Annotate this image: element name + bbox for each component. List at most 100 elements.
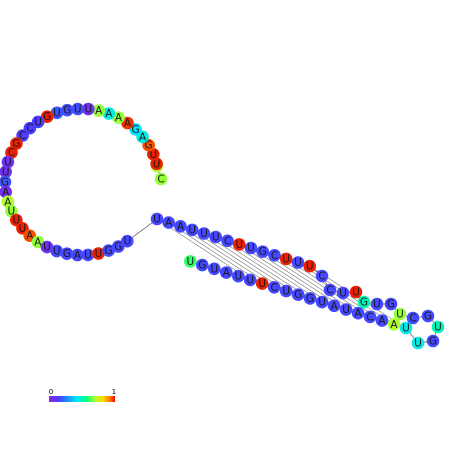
- nucleotide-letter: U: [53, 107, 61, 119]
- nucleotide: G: [421, 309, 435, 323]
- nucleotide-letter: U: [4, 157, 12, 169]
- nucleotide-circle: [60, 103, 74, 117]
- nucleotide-circle: [232, 269, 245, 283]
- nucleotide-letter: A: [115, 112, 123, 124]
- nucleotide: G: [60, 247, 74, 260]
- nucleotide: U: [315, 295, 329, 309]
- nucleotide-letter: U: [149, 149, 157, 161]
- nucleotide-letter: U: [84, 104, 92, 116]
- nucleotide: U: [336, 286, 350, 300]
- nucleotide-letter: U: [74, 104, 82, 116]
- nucleotide: A: [387, 318, 401, 331]
- nucleotide-circle: [406, 311, 420, 325]
- nucleotide: C: [363, 310, 377, 324]
- nucleotide-circle: [232, 238, 246, 251]
- nucleotide-letter: U: [282, 286, 290, 298]
- nucleotide: U: [232, 238, 246, 251]
- nucleotide-letter: A: [74, 250, 82, 262]
- nucleotide-circle: [50, 106, 64, 120]
- nucleotide: U: [92, 247, 105, 260]
- nucleotide-letter: U: [342, 304, 350, 316]
- nucleotide-circle: [92, 104, 105, 117]
- legend-min-label: 0: [49, 388, 53, 396]
- nucleotide-circle: [221, 234, 234, 248]
- nucleotide-letter: G: [63, 105, 71, 117]
- nucleotide-circle: [174, 220, 187, 233]
- nucleotide: U: [232, 269, 245, 283]
- nucleotide: U: [349, 285, 363, 299]
- nucleotide-letter: U: [396, 309, 404, 321]
- nucleotide-letter: U: [34, 116, 42, 128]
- nucleotide: A: [102, 107, 116, 120]
- nucleotide-letter: U: [318, 297, 326, 309]
- nucleotide-letter: U: [246, 274, 254, 286]
- nucleotide-letter: A: [95, 105, 103, 117]
- nucleotide: U: [243, 273, 257, 286]
- nucleotide-letter: G: [198, 260, 206, 272]
- base-pair-line: [203, 233, 299, 295]
- nucleotide-letter: U: [294, 257, 302, 269]
- nucleotide: G: [256, 245, 270, 258]
- nucleotide-circle: [184, 255, 197, 268]
- nucleotide-letter: G: [63, 248, 71, 260]
- nucleotide: U: [209, 230, 222, 244]
- nucleotide: U: [150, 212, 164, 226]
- nucleotide-letter: C: [366, 311, 373, 323]
- base-pair-line: [156, 218, 251, 281]
- nucleotide-letter: G: [424, 311, 432, 323]
- nucleotide-letter: G: [12, 138, 20, 150]
- nucleotide-letter: G: [43, 111, 51, 123]
- nucleotide-circle: [162, 216, 175, 229]
- nucleotide-circle: [357, 295, 371, 309]
- nucleotide: U: [291, 256, 305, 269]
- nucleotide-letter: C: [271, 282, 278, 294]
- nucleotide: U: [255, 277, 269, 290]
- nucleotide-letter: U: [153, 158, 161, 170]
- nucleotide-letter: G: [1, 176, 9, 188]
- nucleotide-letter: C: [409, 313, 416, 325]
- base-pair-line: [215, 236, 311, 299]
- nucleotide: G: [60, 103, 74, 117]
- nucleotide: U: [81, 248, 95, 261]
- base-pair-line: [227, 240, 323, 303]
- nucleotide-letter: A: [378, 315, 386, 327]
- nucleotide: U: [50, 244, 63, 258]
- nucleotide: U: [82, 102, 95, 116]
- nucleotide-circle: [102, 244, 115, 257]
- nucleotide-letter: U: [210, 263, 218, 275]
- nucleotide-circle: [1, 155, 15, 169]
- nucleotide-letter: A: [177, 221, 185, 233]
- nucleotide-letter: U: [282, 253, 290, 265]
- nucleotide-circle: [279, 252, 293, 266]
- nucleotide-circle: [279, 284, 293, 298]
- nucleotide-circle: [92, 247, 105, 260]
- nucleotide: C: [221, 234, 234, 248]
- nucleotide: U: [370, 297, 384, 311]
- nucleotide: U: [50, 106, 64, 120]
- nucleotide-letter: U: [434, 322, 442, 334]
- nucleotide-circle: [208, 262, 221, 276]
- nucleotide-circle: [209, 230, 222, 244]
- nucleotide-circle: [393, 307, 407, 321]
- nucleotide: G: [0, 175, 12, 188]
- nucleotide-circle: [71, 102, 84, 116]
- nucleotide: G: [426, 334, 440, 348]
- nucleotide-circle: [244, 241, 258, 255]
- base-pair-line: [180, 226, 275, 288]
- nucleotide: C: [267, 281, 281, 294]
- nucleotide: U: [279, 252, 293, 266]
- nucleotide: A: [327, 299, 341, 312]
- nucleotide: C: [323, 283, 337, 297]
- nucleotide-circle: [421, 309, 435, 323]
- nucleotide-circle: [370, 297, 384, 311]
- nucleotide-circle: [121, 234, 134, 248]
- nucleotide: U: [393, 307, 407, 321]
- nucleotide-letter: G: [145, 140, 153, 152]
- nucleotide: U: [279, 284, 293, 298]
- nucleotide-letter: U: [84, 249, 92, 261]
- nucleotide-circle: [363, 310, 377, 324]
- nucleotide: G: [357, 295, 371, 309]
- nucleotide-letter: U: [95, 248, 103, 260]
- nucleotide-letter: G: [114, 241, 122, 253]
